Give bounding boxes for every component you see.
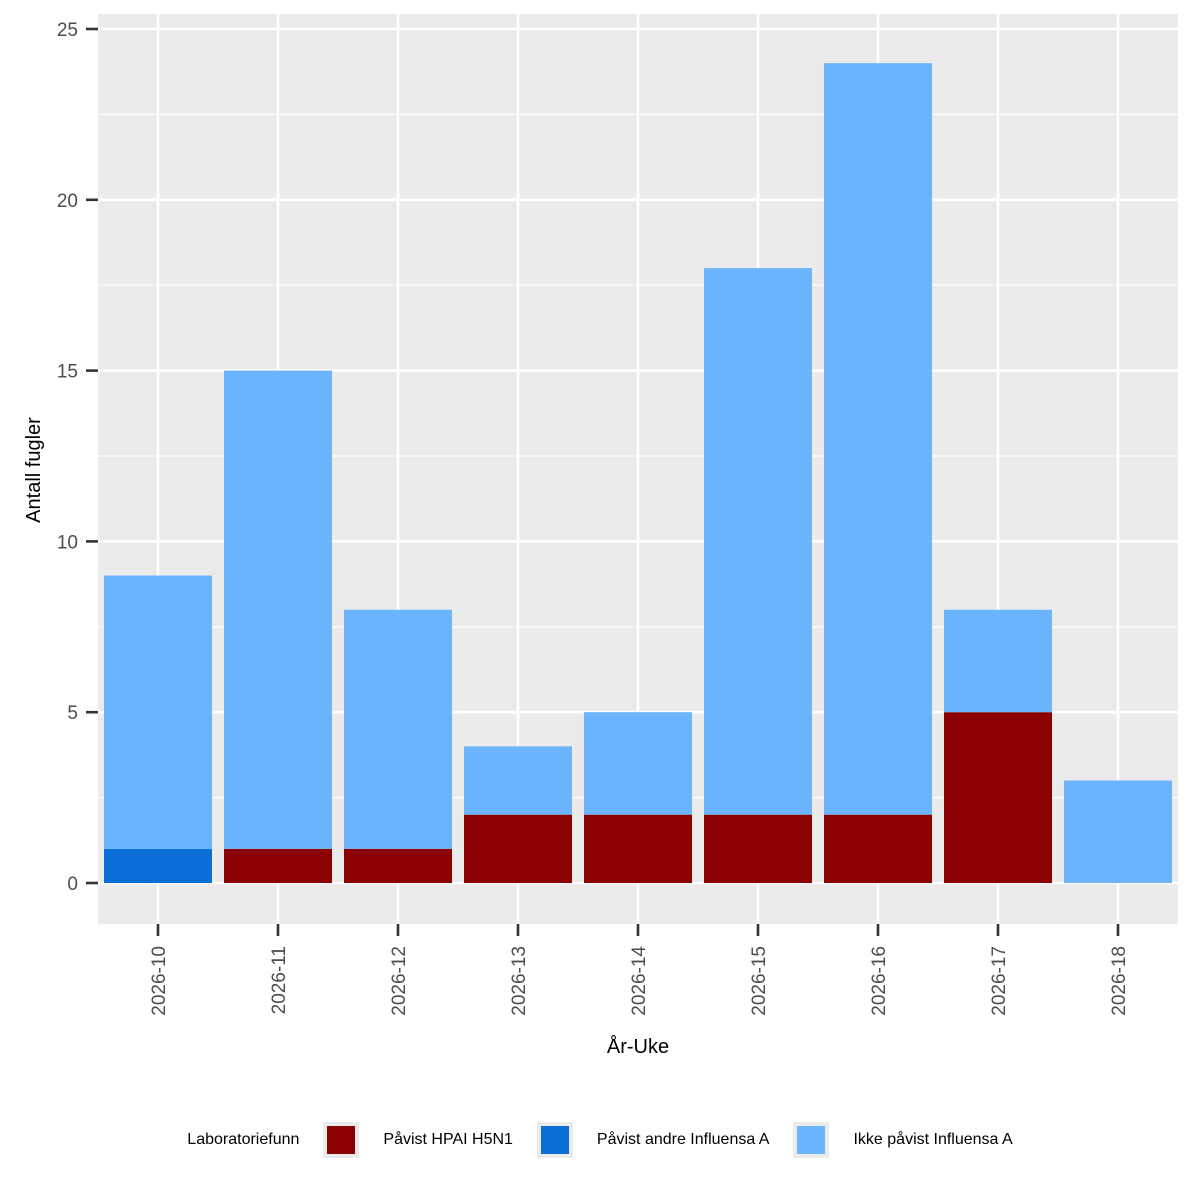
x-tick-label: 2026-15 bbox=[749, 946, 770, 1016]
x-tick-label: 2026-14 bbox=[629, 946, 650, 1016]
x-tick-label: 2026-16 bbox=[869, 946, 890, 1016]
legend-label-ikke-pavist: Ikke påvist Influensa A bbox=[853, 1131, 1013, 1148]
bar-2026-15-series-2 bbox=[704, 268, 812, 815]
bar-2026-13-series-0 bbox=[464, 814, 572, 883]
bar-2026-17-series-2 bbox=[944, 609, 1052, 713]
bar-2026-16-series-0 bbox=[824, 814, 932, 883]
y-tick-label: 5 bbox=[67, 703, 78, 724]
bar-2026-14-series-2 bbox=[584, 712, 692, 815]
bar-2026-15-series-0 bbox=[704, 814, 812, 883]
bars bbox=[104, 63, 1172, 883]
y-tick-label: 25 bbox=[57, 20, 78, 41]
bar-2026-12-series-0 bbox=[344, 848, 452, 883]
legend-item-ikke-pavist: Ikke påvist Influensa A bbox=[793, 1122, 1013, 1158]
x-axis: 2026-10 2026-11 2026-12 2026-13 2026-14 2026-… bbox=[149, 924, 1130, 1016]
x-tick-label: 2026-12 bbox=[389, 946, 410, 1016]
x-tick-label: 2026-10 bbox=[149, 946, 170, 1016]
x-tick-label: 2026-13 bbox=[509, 946, 530, 1016]
bar-2026-14-series-0 bbox=[584, 814, 692, 883]
x-tick-label: 2026-18 bbox=[1109, 946, 1130, 1016]
legend-swatch-ikke-pavist bbox=[797, 1126, 826, 1154]
x-axis-title: År-Uke bbox=[607, 1035, 669, 1058]
x-tick-label: 2026-11 bbox=[269, 946, 290, 1014]
legend-swatch-andre-influensa-a bbox=[540, 1126, 569, 1154]
y-tick-label: 20 bbox=[57, 191, 78, 212]
bar-2026-11-series-0 bbox=[224, 848, 332, 883]
legend-item-hpai-h5n1: Påvist HPAI H5N1 bbox=[323, 1122, 513, 1158]
bar-2026-18-series-2 bbox=[1064, 780, 1172, 883]
legend-label-hpai-h5n1: Påvist HPAI H5N1 bbox=[383, 1131, 513, 1148]
legend-title: Laboratoriefunn bbox=[187, 1131, 300, 1148]
y-tick-label: 10 bbox=[57, 532, 78, 553]
legend: Laboratoriefunn Påvist HPAI H5N1 Påvist … bbox=[0, 1122, 1200, 1158]
legend-item-andre-influensa-a: Påvist andre Influensa A bbox=[536, 1122, 770, 1158]
bar-2026-11-series-2 bbox=[224, 370, 332, 849]
bar-2026-16-series-2 bbox=[824, 63, 932, 815]
y-axis: 0 5 10 15 20 25 bbox=[57, 20, 98, 895]
x-tick-label: 2026-17 bbox=[989, 946, 1010, 1016]
legend-swatch-hpai-h5n1 bbox=[327, 1126, 356, 1154]
bar-2026-12-series-2 bbox=[344, 609, 452, 849]
y-axis-title: Antall fugler bbox=[23, 417, 45, 523]
bar-2026-17-series-0 bbox=[944, 712, 1052, 883]
y-tick-label: 15 bbox=[57, 362, 78, 383]
legend-label-andre-influensa-a: Påvist andre Influensa A bbox=[596, 1131, 770, 1148]
y-tick-label: 0 bbox=[67, 874, 78, 895]
bar-2026-10-series-2 bbox=[104, 575, 212, 849]
bar-2026-10-series-1 bbox=[104, 848, 212, 883]
bar-2026-13-series-2 bbox=[464, 746, 572, 815]
